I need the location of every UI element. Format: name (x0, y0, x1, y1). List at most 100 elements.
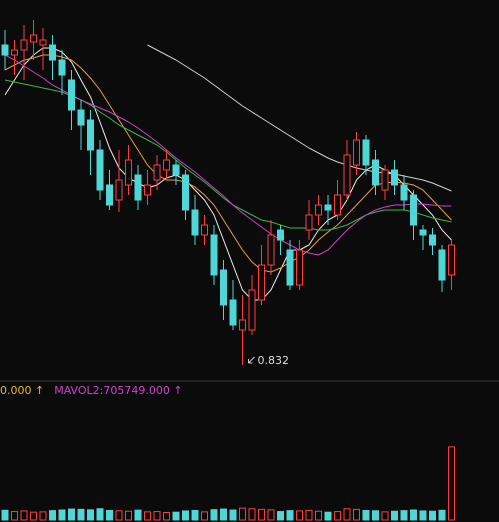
volume-bar (58, 509, 66, 521)
volume-bar (305, 509, 313, 521)
candle-body (20, 39, 28, 51)
volume-bar (286, 510, 294, 521)
candle-body (96, 149, 104, 191)
candle-body (210, 234, 218, 276)
candle-body (267, 234, 275, 266)
volume-bar (172, 511, 180, 521)
volume-bar (134, 509, 142, 521)
volume-bar (49, 510, 56, 521)
candle-body (448, 244, 455, 276)
volume-bar (410, 509, 417, 521)
volume-bar (210, 509, 218, 521)
candle-body (68, 79, 75, 111)
volume-bar (125, 510, 132, 521)
volume-bar (144, 511, 151, 521)
volume-bar (239, 507, 246, 521)
volume-bar (343, 508, 351, 521)
volume-bar (258, 508, 265, 521)
candle-body (125, 159, 132, 186)
volume-bar (30, 511, 37, 521)
candle-body (134, 174, 142, 201)
candle-body (153, 164, 161, 181)
volume-bar (372, 510, 379, 521)
candle-body (220, 269, 227, 306)
volume-indicator-label: MAVOL2:705749.000 ↑ (54, 384, 182, 397)
candle-body (172, 164, 180, 176)
candle-body (115, 179, 123, 201)
candle-body (229, 299, 237, 326)
volume-bar (277, 511, 284, 521)
volume-indicator-label: 0.000 ↑ (0, 384, 44, 397)
volume-bar (334, 511, 341, 521)
volume-bar (77, 508, 85, 521)
volume-bar (267, 509, 275, 521)
volume-bar (96, 508, 104, 521)
candle-body (429, 234, 436, 246)
candle-body (277, 229, 284, 241)
candle-body (258, 264, 265, 301)
volume-bar (87, 509, 94, 521)
candle-body (163, 159, 170, 171)
candle-body (391, 169, 398, 186)
volume-bar (248, 508, 256, 521)
candle-body (400, 184, 408, 201)
volume-bar (438, 509, 446, 521)
volume-bar (68, 508, 75, 521)
volume-bar (381, 511, 389, 521)
volume-bar (11, 511, 18, 521)
volume-bar (400, 510, 408, 521)
candle-body (201, 224, 208, 236)
candle-body (1, 44, 9, 56)
candle-body (87, 119, 94, 151)
candle-body (106, 184, 113, 206)
candle-body (362, 139, 370, 166)
volume-bar (163, 512, 170, 521)
moving-average-line (147, 44, 452, 192)
candle-body (438, 249, 446, 281)
volume-bar (39, 511, 47, 521)
volume-bar (419, 510, 427, 521)
candle-body (381, 169, 389, 191)
volume-bar (448, 446, 455, 521)
candle-body (248, 289, 256, 331)
volume-bar (153, 511, 161, 521)
volume-bar (191, 509, 199, 521)
volume-bar (229, 509, 237, 521)
volume-bar (20, 510, 28, 521)
candle-body (77, 109, 85, 126)
candle-body (144, 184, 151, 196)
volume-bar (324, 511, 332, 521)
volume-bar (391, 510, 398, 521)
volume-bar (296, 510, 303, 521)
candle-body (296, 249, 303, 286)
candle-body (30, 34, 37, 43)
candle-body (39, 39, 47, 46)
candle-body (353, 139, 360, 166)
moving-average-line (4, 54, 452, 256)
candle-body (315, 204, 322, 216)
candle-body (305, 214, 313, 231)
low-arrow (248, 356, 255, 364)
volume-bar (115, 510, 123, 521)
candle-body (191, 209, 199, 236)
candle-body (239, 319, 246, 331)
candle-body (324, 204, 332, 211)
volume-bar (362, 509, 370, 521)
candle-body (11, 49, 18, 56)
candle-body (182, 174, 189, 211)
volume-bar (220, 508, 227, 521)
candle-body (343, 154, 351, 196)
volume-bar (429, 510, 436, 521)
volume-bar (106, 509, 113, 521)
candle-body (419, 229, 427, 236)
candle-body (372, 159, 379, 186)
candle-body (49, 44, 56, 61)
low-label: 0.832 (258, 354, 290, 367)
candle-body (410, 194, 417, 226)
volume-bar (182, 510, 189, 521)
candle-body (286, 249, 294, 286)
volume-bar (315, 510, 322, 521)
candle-body (58, 59, 66, 76)
